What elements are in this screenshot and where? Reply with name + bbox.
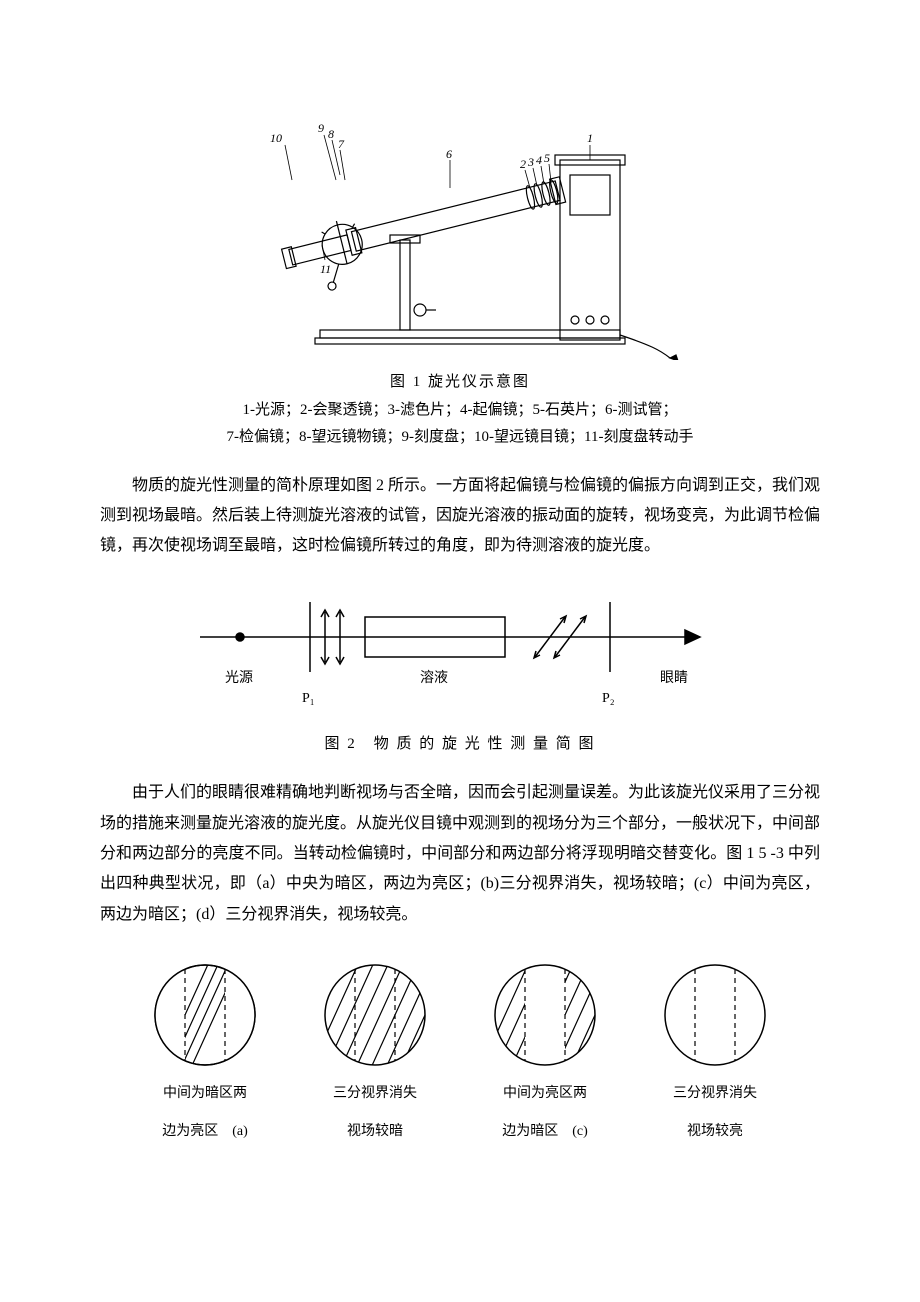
fov-item-c: 中间为亮区两 边为暗区 (c) [475, 960, 615, 1146]
fov-label-b1: 三分视界消失 [305, 1080, 445, 1108]
fov-label-b2: 视场较暗 [305, 1118, 445, 1146]
figure-1-parts-2: 7-检偏镜；8-望远镜物镜；9-刻度盘；10-望远镜目镜；11-刻度盘转动手 [100, 424, 820, 451]
fov-item-b: 三分视界消失 视场较暗 [305, 960, 445, 1146]
paragraph-1: 物质的旋光性测量的简朴原理如图 2 所示。一方面将起偏镜与检偏镜的偏振方向调到正… [100, 471, 820, 562]
fov-item-d: 三分视界消失 视场较亮 [645, 960, 785, 1146]
figure-1: 1 2 3 4 5 6 7 8 9 10 11 图 1 旋光仪示意图 1-光源；… [100, 80, 820, 451]
label-1: 1 [587, 131, 593, 145]
label-3: 3 [527, 155, 534, 169]
fov-row: 中间为暗区两 边为亮区 (a) 三分视界消失 视场较暗 [100, 960, 820, 1146]
label-10: 10 [270, 131, 282, 145]
figure-2: 光源 溶液 眼睛 P₁ P₂ 图 2 物 质 的 旋 光 性 测 量 简 图 [100, 582, 820, 759]
label-solution: 溶液 [420, 670, 448, 686]
label-5: 5 [544, 151, 550, 165]
label-6: 6 [446, 147, 452, 161]
label-7: 7 [338, 137, 345, 151]
figure-1-caption: 图 1 旋光仪示意图 [100, 368, 820, 397]
fov-label-a1: 中间为暗区两 [135, 1080, 275, 1108]
label-8: 8 [328, 127, 334, 141]
label-source: 光源 [225, 670, 253, 686]
paragraph-2: 由于人们的眼睛很难精确地判断视场与否全暗，因而会引起测量误差。为此该旋光仪采用了… [100, 778, 820, 930]
label-eye: 眼睛 [660, 670, 688, 686]
fov-label-d1: 三分视界消失 [645, 1080, 785, 1108]
fov-item-a: 中间为暗区两 边为亮区 (a) [135, 960, 275, 1146]
fov-label-c2: 边为暗区 (c) [475, 1118, 615, 1146]
fov-label-d2: 视场较亮 [645, 1118, 785, 1146]
label-p1: P₁ [302, 691, 315, 706]
label-p2: P₂ [602, 691, 615, 706]
figure-2-caption: 图 2 物 质 的 旋 光 性 测 量 简 图 [100, 730, 820, 759]
label-2: 2 [520, 157, 526, 171]
principle-svg: 光源 溶液 眼睛 P₁ P₂ [180, 582, 740, 722]
label-4: 4 [536, 153, 542, 167]
fov-label-a2: 边为亮区 (a) [135, 1118, 275, 1146]
fov-label-c1: 中间为亮区两 [475, 1080, 615, 1108]
label-11: 11 [320, 262, 331, 276]
label-9: 9 [318, 121, 324, 135]
figure-1-parts-1: 1-光源；2-会聚透镜；3-滤色片；4-起偏镜；5-石英片；6-测试管； [100, 397, 820, 424]
polarimeter-svg: 1 2 3 4 5 6 7 8 9 10 11 [230, 80, 690, 360]
